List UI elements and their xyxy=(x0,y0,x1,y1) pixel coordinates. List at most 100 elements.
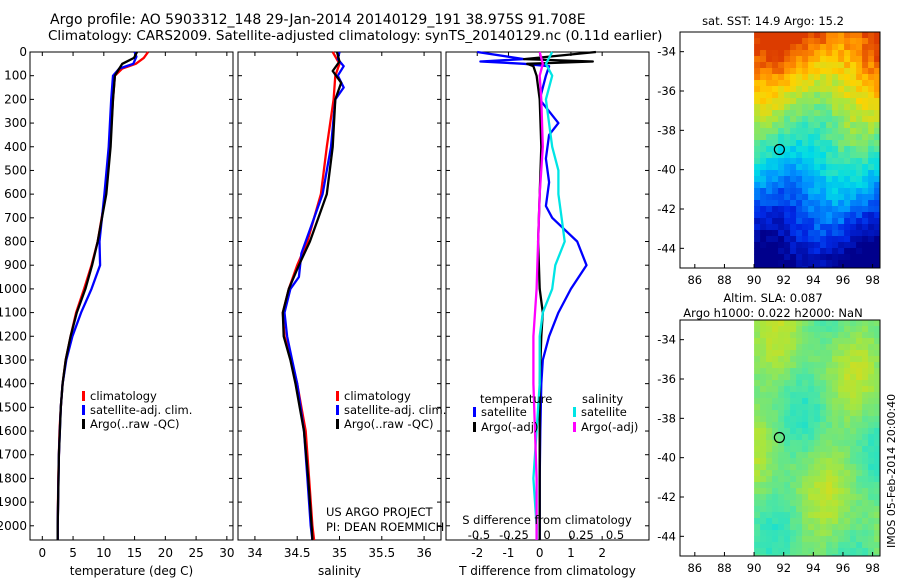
annotation-pi: PI: DEAN ROEMMICH xyxy=(326,520,444,534)
depth-tick-label: 800 xyxy=(4,235,27,249)
legend-label: Argo(..raw -QC) xyxy=(344,417,434,431)
temperature-xtick-label: 5 xyxy=(69,546,77,560)
difference-stick-label: -0.5 xyxy=(468,528,490,542)
legend-swatch xyxy=(82,419,85,429)
legend-swatch xyxy=(82,405,85,415)
sla-map-xtick-label: 94 xyxy=(806,561,821,575)
legend-swatch xyxy=(473,407,476,417)
annotation-project: US ARGO PROJECT xyxy=(326,505,434,519)
depth-tick-label: 1100 xyxy=(0,306,27,320)
difference-xlabel-top: S difference from climatology xyxy=(462,513,632,527)
depth-tick-label: 200 xyxy=(4,92,27,106)
sst-map-title: sat. SST: 14.9 Argo: 15.2 xyxy=(702,14,844,28)
legend-swatch xyxy=(473,422,476,432)
salinity-xtick-label: 35.5 xyxy=(368,546,395,560)
plot-title-line2: Climatology: CARS2009. Satellite-adjuste… xyxy=(48,28,663,44)
sla-map-xtick-label: 92 xyxy=(776,561,791,575)
sst-map-xtick-label: 96 xyxy=(836,273,851,287)
difference-xtick-label: 2 xyxy=(598,546,606,560)
salinity-frame xyxy=(237,51,442,541)
depth-tick-label: 1200 xyxy=(0,329,27,343)
sst-map-ytick-label: -38 xyxy=(657,123,676,137)
sst-map-xtick-label: 88 xyxy=(717,273,732,287)
sla-map-ytick-label: -36 xyxy=(657,372,676,386)
series-line-climatology xyxy=(56,51,150,540)
salinity-xtick-label: 35 xyxy=(332,546,347,560)
depth-tick-label: 300 xyxy=(4,116,27,130)
temperature-xtick-label: 15 xyxy=(127,546,142,560)
sst-map-xtick-label: 86 xyxy=(687,273,702,287)
sla-map-xtick-label: 96 xyxy=(836,561,851,575)
sla-map-ytick-label: -40 xyxy=(657,451,676,465)
legend-swatch xyxy=(336,391,339,401)
sla-map-xtick-label: 88 xyxy=(717,561,732,575)
salinity-xlabel: salinity xyxy=(318,564,361,578)
depth-tick-label: 1300 xyxy=(0,353,27,367)
difference-stick-label: 0 xyxy=(543,528,550,542)
series-line-argo-raw-qc- xyxy=(281,51,343,541)
depth-tick-label: 100 xyxy=(4,69,27,83)
sst-map-xtick-label: 92 xyxy=(776,273,791,287)
sst-map-ytick-label: -42 xyxy=(657,202,676,216)
sla-map-ytick-label: -34 xyxy=(657,333,676,347)
depth-tick-label: 500 xyxy=(4,163,27,177)
series-line-temperature-satellite xyxy=(477,50,588,540)
legend-label: Argo(-adj) xyxy=(481,420,538,434)
temperature-xtick-label: 25 xyxy=(188,546,203,560)
legend-label: satellite xyxy=(581,405,627,419)
legend-label: climatology xyxy=(90,389,157,403)
temperature-xtick-label: 10 xyxy=(96,546,111,560)
depth-tick-label: 1900 xyxy=(0,495,27,509)
temperature-xlabel: temperature (deg C) xyxy=(70,564,193,578)
footer-timestamp: IMOS 05-Feb-2014 20:00:40 xyxy=(885,394,898,548)
sst-map-ytick-label: -34 xyxy=(657,45,676,59)
depth-tick-label: 1500 xyxy=(0,400,27,414)
difference-stick-label: 0.5 xyxy=(606,528,624,542)
depth-tick-label: 1600 xyxy=(0,424,27,438)
sla-argo-location-marker xyxy=(773,431,785,444)
depth-tick-label: 900 xyxy=(4,258,27,272)
salinity-xtick-label: 36 xyxy=(416,546,431,560)
legend-swatch xyxy=(336,419,339,429)
difference-xtick-label: 0 xyxy=(536,546,544,560)
depth-tick-label: 1000 xyxy=(0,282,27,296)
sla-map-xtick-label: 86 xyxy=(687,561,702,575)
legend-label: Argo(..raw -QC) xyxy=(90,417,180,431)
sst-map-xtick-label: 90 xyxy=(747,273,762,287)
series-line-salinity-satellite xyxy=(532,51,566,540)
sst-map-xtick-label: 98 xyxy=(865,273,880,287)
sst-map-frame xyxy=(679,31,881,269)
series-line-satellite-adj-clim- xyxy=(56,51,138,540)
difference-stick-label: -0.25 xyxy=(499,528,529,542)
legend-label: climatology xyxy=(344,389,411,403)
sla-map-title-line1: Altim. SLA: 0.087 xyxy=(723,291,822,305)
series-line-climatology xyxy=(281,51,341,541)
legend-header-salinity: salinity xyxy=(582,392,623,406)
depth-tick-label: 600 xyxy=(4,187,27,201)
difference-frame xyxy=(445,51,650,541)
salinity-xtick-label: 34.5 xyxy=(284,546,311,560)
sst-argo-location-marker xyxy=(773,143,785,156)
sst-map-ytick-label: -44 xyxy=(657,241,676,255)
sla-map-title-line2: Argo h1000: 0.022 h2000: NaN xyxy=(683,306,862,320)
sla-map-ytick-label: -38 xyxy=(657,411,676,425)
depth-tick-label: 1800 xyxy=(0,471,27,485)
legend-swatch xyxy=(573,422,576,432)
legend-swatch xyxy=(82,391,85,401)
sst-map-ytick-label: -40 xyxy=(657,163,676,177)
depth-tick-label: 400 xyxy=(4,140,27,154)
depth-tick-label: 1700 xyxy=(0,448,27,462)
depth-tick-label: 700 xyxy=(4,211,27,225)
temperature-frame xyxy=(29,51,234,541)
legend-label: satellite xyxy=(481,405,527,419)
legend-swatch xyxy=(336,405,339,415)
temperature-xtick-label: 30 xyxy=(219,546,234,560)
legend-swatch xyxy=(573,407,576,417)
temperature-xtick-label: 0 xyxy=(38,546,46,560)
sst-map-cells xyxy=(754,32,881,269)
depth-tick-label: 2000 xyxy=(0,519,27,533)
legend-label: satellite-adj. clim. xyxy=(90,403,192,417)
difference-xlabel: T difference from climatology xyxy=(458,564,636,578)
sst-map-xtick-label: 94 xyxy=(806,273,821,287)
